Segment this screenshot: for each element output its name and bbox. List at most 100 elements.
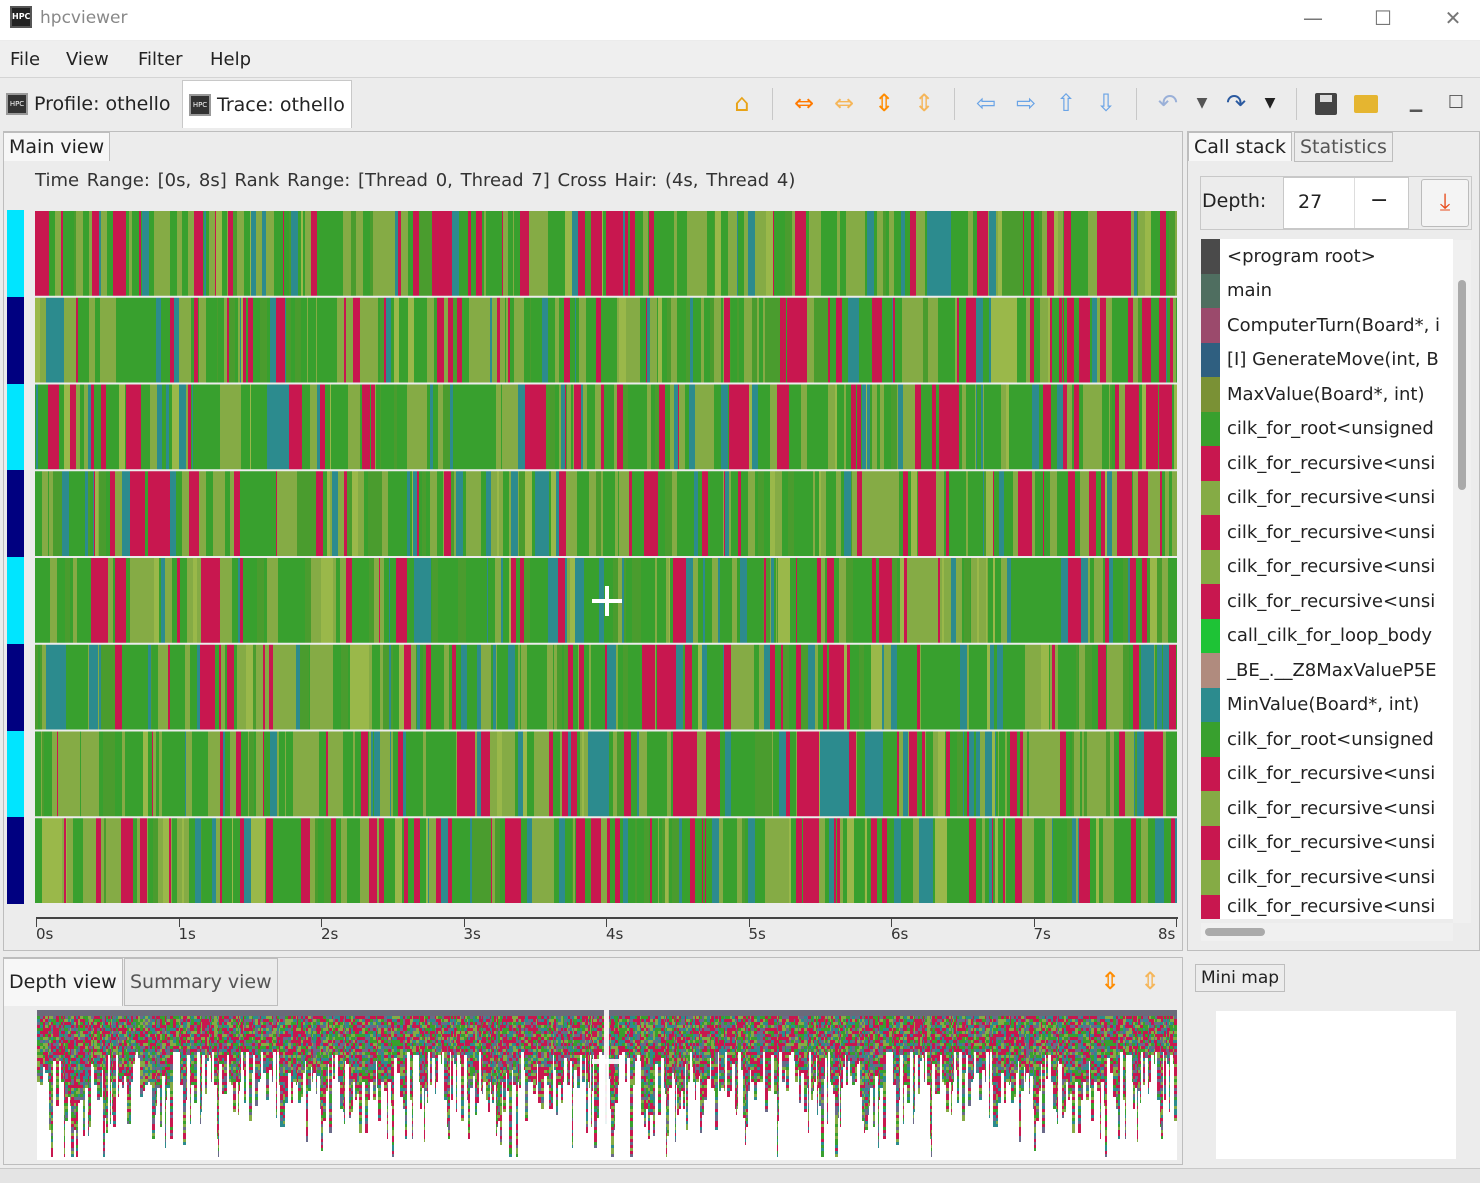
thread-marker <box>7 817 24 904</box>
tab-summary-view[interactable]: Summary view <box>124 958 278 1006</box>
zoom-in-process-icon[interactable]: ⇕ <box>873 89 895 117</box>
call-stack-label: _BE_.__Z8MaxValueP5E <box>1227 659 1437 681</box>
depth-value[interactable]: 27 <box>1298 191 1323 213</box>
axis-tick <box>463 917 465 927</box>
call-stack-row[interactable]: cilk_for_recursive<unsi <box>1201 860 1453 895</box>
app-icon: HPC <box>10 6 32 28</box>
call-stack-row[interactable]: cilk_for_recursive<unsi <box>1201 549 1453 584</box>
call-stack-row[interactable]: cilk_for_recursive<unsi <box>1201 480 1453 515</box>
thread-row[interactable] <box>35 644 1177 730</box>
color-swatch <box>1201 825 1220 860</box>
minimize-button[interactable]: — <box>1303 6 1323 30</box>
toolbar-separator <box>954 88 955 120</box>
call-stack-row[interactable]: call_cilk_for_loop_body <box>1201 618 1453 653</box>
vertical-scrollbar[interactable] <box>1453 240 1471 923</box>
arrow-left-icon[interactable]: ⇦ <box>975 89 997 117</box>
call-stack-row[interactable]: [I] GenerateMove(int, B <box>1201 342 1453 377</box>
thread-marker <box>7 296 24 384</box>
axis-tick-label: 4s <box>606 925 624 943</box>
depth-decrement-button[interactable]: − <box>1370 188 1389 213</box>
depth-canvas[interactable] <box>37 1010 1177 1160</box>
mini-map-canvas[interactable] <box>1216 1011 1456 1159</box>
toolbar-separator <box>772 88 773 120</box>
axis-tick-label: 8s <box>1158 925 1176 943</box>
call-stack-row[interactable]: cilk_for_recursive<unsi <box>1201 756 1453 791</box>
undo-icon[interactable]: ↶ <box>1157 89 1179 117</box>
redo-dropdown-icon[interactable]: ▼ <box>1264 95 1276 111</box>
arrow-up-icon[interactable]: ⇧ <box>1055 89 1077 117</box>
thread-row[interactable] <box>35 211 1177 296</box>
menu-help[interactable]: Help <box>210 49 252 70</box>
zoom-out-process-icon[interactable]: ⇕ <box>913 89 935 117</box>
tab-profile[interactable]: HPC Profile: othello <box>0 80 177 128</box>
home-icon[interactable]: ⌂ <box>734 89 750 117</box>
call-stack-row[interactable]: <program root> <box>1201 239 1453 274</box>
call-stack-row[interactable]: MaxValue(Board*, int) <box>1201 377 1453 412</box>
arrow-right-icon[interactable]: ⇨ <box>1015 89 1037 117</box>
call-stack-row[interactable]: cilk_for_recursive<unsi <box>1201 584 1453 619</box>
trace-icon: HPC <box>189 93 211 116</box>
thread-row[interactable] <box>35 731 1177 817</box>
horizontal-scrollbar[interactable] <box>1201 923 1453 941</box>
zoom-in-time-icon[interactable]: ⇔ <box>793 89 815 117</box>
export-download-icon[interactable]: ⤓ <box>1421 179 1469 227</box>
arrow-down-icon[interactable]: ⇩ <box>1095 89 1117 117</box>
menu-file[interactable]: File <box>10 49 41 70</box>
call-stack-row[interactable]: cilk_for_recursive<unsi <box>1201 825 1453 860</box>
zoom-out-depth-icon[interactable]: ⇕ <box>1139 967 1161 995</box>
zoom-out-time-icon[interactable]: ⇔ <box>833 89 855 117</box>
thread-row[interactable] <box>35 818 1177 903</box>
close-button[interactable]: ✕ <box>1444 6 1462 30</box>
menu-view[interactable]: View <box>66 49 109 70</box>
call-stack-row[interactable]: _BE_.__Z8MaxValueP5E <box>1201 653 1453 688</box>
color-swatch <box>1201 377 1220 412</box>
tab-call-stack[interactable]: Call stack <box>1188 132 1292 161</box>
maximize-button[interactable]: ☐ <box>1374 6 1392 30</box>
tab-trace[interactable]: HPC Trace: othello <box>182 80 352 128</box>
zoom-in-depth-icon[interactable]: ⇕ <box>1099 967 1121 995</box>
call-stack-row[interactable]: ComputerTurn(Board*, i <box>1201 308 1453 343</box>
call-stack-label: cilk_for_recursive<unsi <box>1227 896 1436 917</box>
thread-row[interactable] <box>35 471 1177 556</box>
tab-mini-map[interactable]: Mini map <box>1195 964 1286 992</box>
color-swatch <box>1201 342 1220 377</box>
call-stack-row[interactable]: main <box>1201 273 1453 308</box>
save-icon[interactable] <box>1310 88 1342 120</box>
axis-tick <box>36 917 37 927</box>
call-stack-label: cilk_for_recursive<unsi <box>1227 866 1436 888</box>
call-stack-label: ComputerTurn(Board*, i <box>1227 314 1441 336</box>
axis-tick <box>1176 917 1177 927</box>
open-folder-icon[interactable] <box>1350 88 1382 120</box>
color-swatch <box>1201 791 1220 826</box>
profile-icon: HPC <box>6 93 28 115</box>
call-stack-label: cilk_for_recursive<unsi <box>1227 590 1436 612</box>
thread-row[interactable] <box>35 384 1177 470</box>
color-swatch <box>1201 894 1220 919</box>
tab-main-view[interactable]: Main view <box>3 132 111 161</box>
call-stack-row[interactable]: cilk_for_recursive<unsi <box>1201 791 1453 826</box>
call-stack-row[interactable]: cilk_for_root<unsigned <box>1201 722 1453 757</box>
vertical-scrollbar-thumb[interactable] <box>1458 280 1466 490</box>
call-stack-row[interactable]: cilk_for_recursive<unsi <box>1201 515 1453 550</box>
call-stack-row[interactable]: cilk_for_root<unsigned <box>1201 411 1453 446</box>
tab-depth-view[interactable]: Depth view <box>3 958 123 1006</box>
thread-row[interactable] <box>35 297 1177 383</box>
undo-dropdown-icon[interactable]: ▼ <box>1196 95 1208 111</box>
maximize-view-icon[interactable]: ☐ <box>1447 92 1465 113</box>
call-stack-row[interactable]: cilk_for_recursive<unsi <box>1201 894 1453 919</box>
tab-statistics[interactable]: Statistics <box>1294 132 1393 162</box>
color-swatch <box>1201 860 1220 895</box>
trace-canvas[interactable] <box>35 210 1177 904</box>
color-swatch <box>1201 756 1220 791</box>
thread-marker <box>7 730 24 818</box>
status-bar <box>0 1168 1480 1183</box>
call-stack-row[interactable]: MinValue(Board*, int) <box>1201 687 1453 722</box>
minimize-view-icon[interactable]: ▁ <box>1409 93 1423 112</box>
depth-spinner[interactable]: 27 − <box>1283 177 1409 229</box>
redo-icon[interactable]: ↷ <box>1225 89 1247 117</box>
thread-marker <box>7 557 24 644</box>
call-stack-row[interactable]: cilk_for_recursive<unsi <box>1201 446 1453 481</box>
menu-filter[interactable]: Filter <box>138 49 183 70</box>
thread-row[interactable] <box>35 558 1177 643</box>
horizontal-scrollbar-thumb[interactable] <box>1205 928 1265 936</box>
